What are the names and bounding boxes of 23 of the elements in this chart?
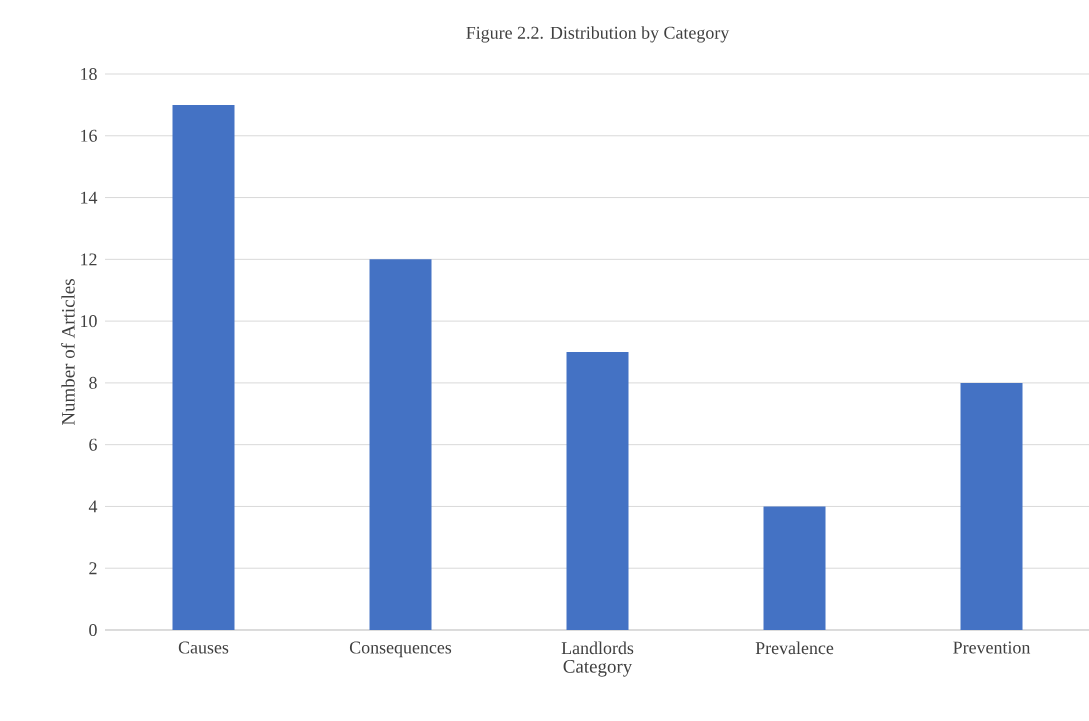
bar <box>369 259 432 630</box>
y-tick-label: 14 <box>81 191 98 204</box>
y-tick-label: 2 <box>89 562 97 575</box>
x-tick-label: Prevention <box>953 641 1031 654</box>
x-axis-title: Category <box>563 660 633 677</box>
bar <box>566 352 629 630</box>
chart-title: Figure 2.2. Distribution by Category <box>466 26 730 43</box>
x-tick-label: Landlords <box>561 641 634 655</box>
y-tick-label: 18 <box>81 67 97 81</box>
bar <box>763 506 826 630</box>
y-tick-label: 10 <box>81 315 97 328</box>
bar <box>172 104 235 630</box>
bar <box>960 382 1023 630</box>
x-tick-label: Consequences <box>349 641 452 658</box>
y-tick-label: 4 <box>88 500 98 513</box>
y-axis-title: Number of Articles <box>61 279 75 426</box>
y-tick-label: 6 <box>89 438 97 451</box>
y-tick-label: 8 <box>89 376 97 389</box>
y-tick-label: 0 <box>89 623 97 637</box>
x-tick-label: Causes <box>178 641 229 654</box>
y-tick-label: 12 <box>81 253 97 266</box>
y-tick-label: 16 <box>81 129 97 142</box>
x-tick-label: Prevalence <box>755 641 834 655</box>
